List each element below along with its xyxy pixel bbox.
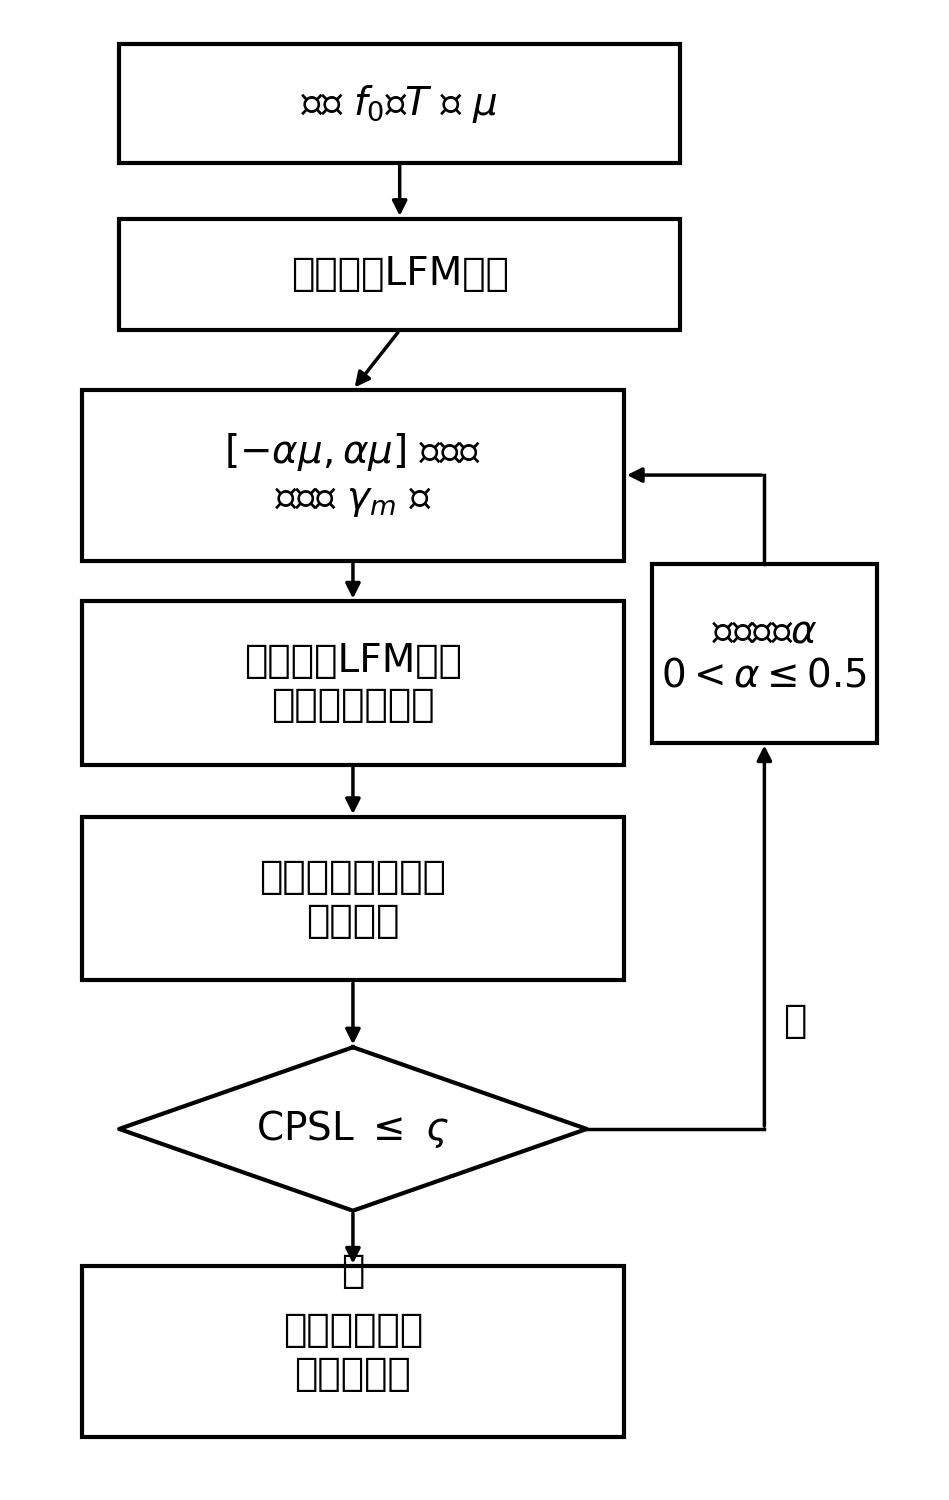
- Text: 调整参数$\alpha$
$0<\alpha\leq0.5$: 调整参数$\alpha$ $0<\alpha\leq0.5$: [661, 612, 867, 695]
- Text: 参数选择合适
输出信号库: 参数选择合适 输出信号库: [283, 1311, 423, 1394]
- FancyBboxPatch shape: [652, 564, 877, 742]
- FancyBboxPatch shape: [82, 602, 624, 765]
- Text: 否: 否: [783, 1002, 807, 1040]
- Text: 是: 是: [342, 1252, 364, 1290]
- Polygon shape: [120, 1047, 586, 1211]
- Text: 计算任意两波形互
相关特性: 计算任意两波形互 相关特性: [259, 858, 446, 939]
- Text: CPSL $\leq$ $\varsigma$: CPSL $\leq$ $\varsigma$: [256, 1108, 450, 1150]
- FancyBboxPatch shape: [120, 44, 680, 164]
- FancyBboxPatch shape: [82, 818, 624, 981]
- FancyBboxPatch shape: [82, 1266, 624, 1437]
- FancyBboxPatch shape: [82, 390, 624, 561]
- FancyBboxPatch shape: [120, 219, 680, 330]
- Text: $[-\alpha\mu,\alpha\mu]$ 内等间
隔取得 $\gamma_m$ 值: $[-\alpha\mu,\alpha\mu]$ 内等间 隔取得 $\gamma…: [224, 430, 481, 519]
- Text: 预设 $f_0$、$T$ 及 $\mu$: 预设 $f_0$、$T$ 及 $\mu$: [302, 82, 498, 124]
- Text: 确定基准LFM信号: 确定基准LFM信号: [290, 255, 509, 294]
- Text: 建立基于LFM调频
率调制的波形库: 建立基于LFM调频 率调制的波形库: [244, 642, 462, 724]
